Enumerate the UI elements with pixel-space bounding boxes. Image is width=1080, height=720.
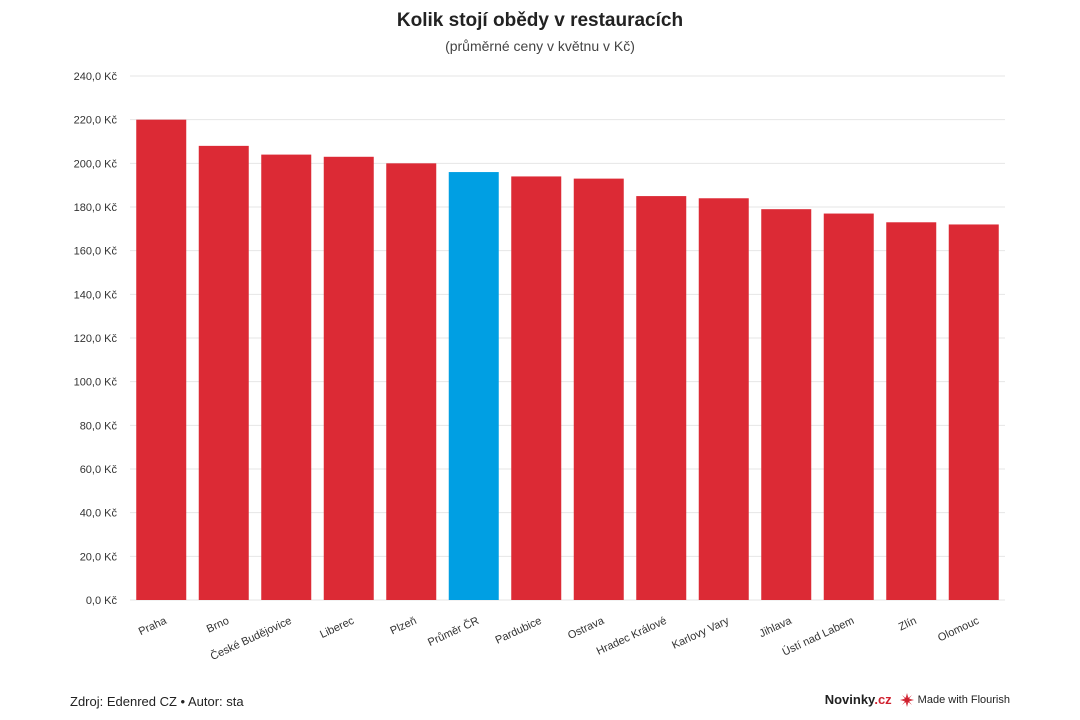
x-tick-label: Ostrava: [566, 614, 607, 642]
x-tick-label: Olomouc: [936, 615, 981, 645]
y-tick-label: 20,0 Kč: [80, 551, 118, 563]
bars: [136, 119, 999, 601]
x-tick-label: Plzeň: [388, 615, 418, 638]
source-note: Zdroj: Edenred CZ • Autor: sta: [70, 694, 244, 709]
y-tick-label: 140,0 Kč: [74, 289, 118, 301]
x-tick-label: Průměr ČR: [426, 614, 481, 649]
bar-liberec[interactable]: [323, 156, 374, 601]
bar-brno[interactable]: [198, 145, 249, 600]
y-tick-label: 0,0 Kč: [86, 595, 118, 607]
brand-name: Novinky: [824, 692, 875, 707]
y-tick-label: 220,0 Kč: [74, 115, 118, 127]
x-tick-label: Zlín: [897, 615, 919, 634]
bar-ostrava[interactable]: [573, 178, 624, 600]
y-tick-label: 180,0 Kč: [74, 202, 118, 214]
bar-olomouc[interactable]: [948, 224, 999, 600]
bar-české-budějovice[interactable]: [261, 154, 312, 600]
bar-zlín[interactable]: [886, 222, 937, 601]
x-tick-label: Praha: [137, 614, 169, 638]
made-with-flourish-link[interactable]: Made with Flourish: [917, 693, 1010, 706]
y-axis-ticks: 0,0 Kč 20,0 Kč 40,0 Kč 60,0 Kč 80,0 Kč 100,0 …: [74, 71, 118, 607]
bar-ústí-nad-labem[interactable]: [823, 213, 874, 601]
x-tick-label: Liberec: [318, 615, 356, 641]
bar-praha[interactable]: [136, 119, 187, 601]
bar-jihlava[interactable]: [761, 209, 812, 600]
novinky-logo[interactable]: Novinky.cz: [825, 692, 892, 707]
bar-plzeň[interactable]: [386, 163, 437, 601]
bar-průměr-čr[interactable]: [448, 172, 499, 601]
y-tick-label: 160,0 Kč: [74, 246, 118, 258]
bar-karlovy-vary[interactable]: [698, 198, 749, 600]
x-tick-label: Hradec Králové: [595, 615, 669, 658]
x-tick-label: Brno: [205, 615, 231, 636]
y-tick-label: 100,0 Kč: [74, 377, 118, 389]
brand-domain: .cz: [874, 692, 892, 707]
footer-brand[interactable]: Novinky.cz Made with Flourish: [825, 692, 1010, 707]
flourish-icon: [899, 692, 914, 707]
x-tick-label: Ústí nad Labem: [780, 614, 856, 659]
y-tick-label: 200,0 Kč: [74, 158, 118, 170]
y-tick-label: 60,0 Kč: [80, 464, 118, 476]
y-tick-label: 80,0 Kč: [80, 420, 118, 432]
y-tick-label: 40,0 Kč: [80, 508, 118, 520]
x-tick-label: Karlovy Vary: [670, 615, 731, 652]
y-tick-label: 120,0 Kč: [74, 333, 118, 345]
y-tick-label: 240,0 Kč: [74, 71, 118, 83]
bar-pardubice[interactable]: [511, 176, 562, 600]
chart-subtitle: (průměrné ceny v květnu v Kč): [445, 38, 635, 54]
chart-title: Kolik stojí obědy v restauracích: [396, 10, 684, 31]
bar-hradec-králové[interactable]: [636, 196, 687, 601]
x-tick-label: Jihlava: [757, 614, 794, 640]
x-tick-label: Pardubice: [494, 615, 544, 647]
